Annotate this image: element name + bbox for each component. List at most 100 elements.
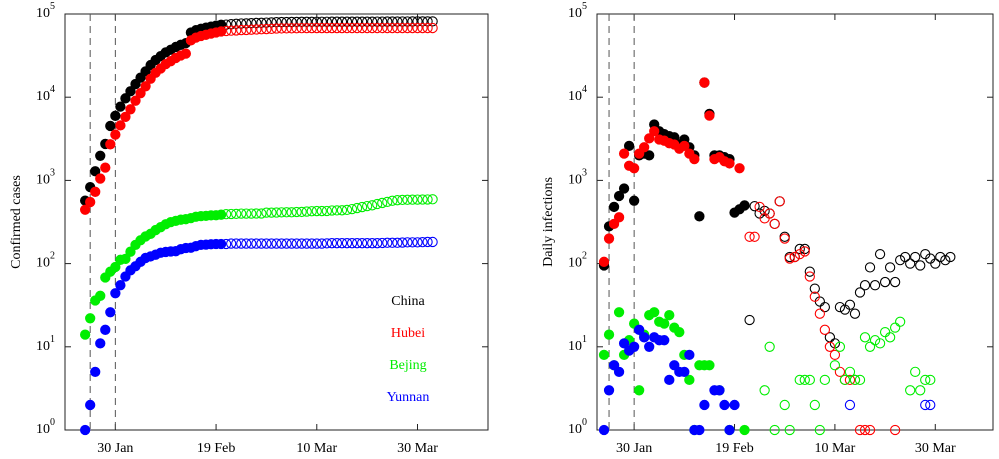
data-point xyxy=(326,16,338,27)
data-point xyxy=(236,24,247,36)
data-point xyxy=(316,238,327,249)
data-point xyxy=(603,329,615,340)
data-point xyxy=(296,206,307,218)
y-tick-base: 10 xyxy=(36,173,50,188)
y-tick-exponent: 5 xyxy=(582,1,587,12)
y-tick-label: 103 xyxy=(568,168,587,188)
data-point xyxy=(759,385,770,396)
data-point xyxy=(789,251,800,263)
data-point xyxy=(326,22,338,34)
data-point xyxy=(407,237,418,248)
data-point xyxy=(422,236,433,248)
data-point xyxy=(321,205,333,217)
data-point xyxy=(382,196,393,208)
data-point xyxy=(79,424,91,436)
data-point xyxy=(945,251,956,263)
data-point xyxy=(336,22,348,34)
data-point xyxy=(794,248,805,260)
data-point xyxy=(346,22,358,34)
data-point xyxy=(644,341,655,352)
data-point xyxy=(356,22,368,34)
data-point xyxy=(261,207,272,218)
data-point xyxy=(256,24,267,35)
data-point xyxy=(382,16,393,27)
data-point xyxy=(336,16,348,27)
y-tick-exponent: 3 xyxy=(582,168,587,179)
data-point xyxy=(120,111,131,122)
data-point xyxy=(859,332,871,343)
data-point xyxy=(744,314,755,326)
x-tick-label: 19 Feb xyxy=(715,441,754,456)
data-point xyxy=(321,22,333,34)
data-point xyxy=(100,324,111,335)
data-point xyxy=(251,17,262,29)
data-point xyxy=(226,25,237,36)
data-point xyxy=(427,16,438,27)
data-point xyxy=(613,366,625,377)
data-point xyxy=(764,208,775,219)
data-point xyxy=(236,208,247,219)
data-point xyxy=(829,360,841,371)
data-point xyxy=(271,207,282,218)
data-point xyxy=(140,81,151,92)
data-point xyxy=(694,424,705,436)
data-point xyxy=(392,16,403,27)
data-point xyxy=(276,207,287,218)
x-tick-label: 30 Mar xyxy=(915,441,956,456)
data-point xyxy=(809,291,820,302)
data-point xyxy=(256,17,267,28)
y-axis-label: Daily infections xyxy=(541,177,556,267)
data-point xyxy=(236,238,247,249)
data-point xyxy=(110,288,121,299)
data-point xyxy=(397,237,408,248)
data-point xyxy=(105,307,116,318)
data-point xyxy=(286,23,297,34)
y-tick-label: 105 xyxy=(568,1,587,21)
data-point xyxy=(894,255,906,266)
data-point xyxy=(125,86,136,97)
data-point xyxy=(935,251,946,263)
y-tick-exponent: 0 xyxy=(50,417,55,428)
data-point xyxy=(115,101,126,112)
data-point xyxy=(634,385,645,396)
data-point xyxy=(231,18,242,29)
data-point xyxy=(372,238,383,249)
y-tick-base: 10 xyxy=(568,339,582,354)
data-point xyxy=(311,205,322,217)
x-tick-label: 30 Jan xyxy=(616,441,652,456)
data-point xyxy=(377,197,388,209)
data-point xyxy=(849,374,861,386)
data-point xyxy=(281,16,292,28)
data-point xyxy=(417,194,428,205)
data-point xyxy=(819,301,831,313)
data-point xyxy=(346,238,358,249)
data-point xyxy=(799,374,810,386)
data-point xyxy=(819,374,831,386)
data-point xyxy=(603,233,615,244)
data-point xyxy=(739,424,750,436)
y-tick-exponent: 5 xyxy=(50,1,55,12)
data-point xyxy=(417,237,428,248)
data-point xyxy=(613,307,625,318)
data-point xyxy=(306,206,317,217)
data-point xyxy=(412,237,423,248)
data-point xyxy=(220,238,232,250)
data-point xyxy=(266,207,277,218)
data-point xyxy=(105,139,116,150)
data-point xyxy=(180,48,192,59)
y-tick-exponent: 2 xyxy=(50,251,55,262)
data-point xyxy=(402,237,413,248)
data-point xyxy=(231,238,242,249)
data-point xyxy=(367,200,378,211)
data-point xyxy=(351,238,363,249)
data-point xyxy=(809,399,820,411)
data-point xyxy=(236,18,247,29)
legend-entry: Bejing xyxy=(389,358,426,373)
data-point xyxy=(220,208,232,220)
data-point xyxy=(427,236,438,248)
data-point xyxy=(241,238,252,249)
data-point xyxy=(321,16,333,27)
y-tick-base: 10 xyxy=(36,339,50,354)
data-point xyxy=(351,16,363,27)
data-point xyxy=(85,399,96,411)
